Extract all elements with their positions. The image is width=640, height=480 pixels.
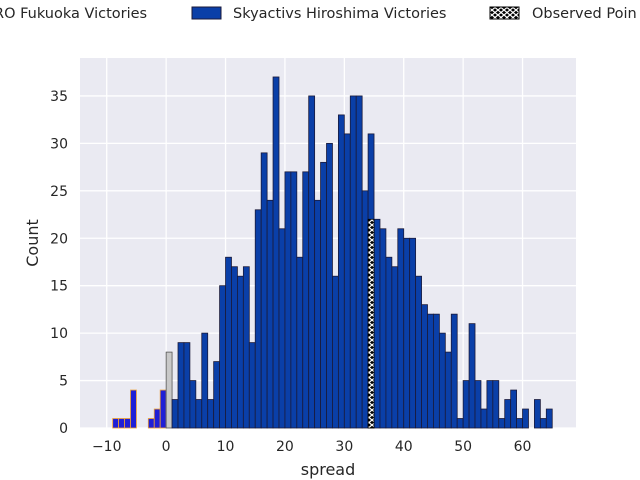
x-tick-label: 10: [217, 439, 235, 455]
bar-skyactivs-hiroshima-victories: [207, 399, 215, 429]
x-tick-label: 50: [454, 439, 472, 455]
y-tick-label: 0: [59, 421, 68, 437]
bar-skyactivs-hiroshima-victories: [337, 114, 345, 429]
bar-skyactivs-hiroshima-victories: [403, 237, 411, 429]
bar-skyactivs-hiroshima-victories: [219, 285, 226, 429]
bar-skyactivs-hiroshima-victories: [438, 332, 446, 429]
bar-skyactivs-hiroshima-victories: [379, 228, 387, 429]
legend-swatch-observed: [489, 6, 520, 20]
bar-skyactivs-hiroshima-victories: [415, 275, 422, 429]
bar-skyactivs-hiroshima-victories: [195, 399, 203, 429]
bar-ero-fukuoka-victories: [147, 418, 155, 429]
x-axis-label: spread: [301, 460, 356, 479]
x-tick-label: 40: [395, 439, 413, 455]
bar-skyactivs-hiroshima-victories: [498, 418, 506, 429]
bar-skyactivs-hiroshima-victories: [355, 95, 363, 429]
y-tick-label: 10: [50, 326, 68, 342]
histogram-bars: [112, 76, 553, 429]
legend-label-fukuoka: RO Fukuoka Victories: [0, 6, 147, 22]
bar-skyactivs-hiroshima-victories: [343, 133, 351, 429]
bar-skyactivs-hiroshima-victories: [510, 389, 517, 429]
bar-skyactivs-hiroshima-victories: [326, 142, 333, 429]
y-tick-label: 5: [59, 374, 68, 390]
bar-skyactivs-hiroshima-victories: [183, 342, 191, 429]
bar-skyactivs-hiroshima-victories: [433, 313, 440, 429]
bar-skyactivs-hiroshima-victories: [248, 342, 256, 429]
bar-skyactivs-hiroshima-victories: [225, 256, 232, 429]
bar-skyactivs-hiroshima-victories: [284, 171, 292, 429]
x-tick-label: 0: [162, 439, 171, 455]
bar-skyactivs-hiroshima-victories: [468, 323, 476, 429]
y-tick-label: 20: [50, 231, 68, 247]
bar-ero-fukuoka-victories: [112, 418, 120, 429]
bar-skyactivs-hiroshima-victories: [308, 95, 316, 429]
bar-skyactivs-hiroshima-victories: [427, 313, 434, 429]
y-tick-labels: 0 5 10 15 20 25 30 35: [50, 89, 68, 437]
bar-skyactivs-hiroshima-victories: [397, 228, 405, 429]
bar-skyactivs-hiroshima-victories: [266, 199, 274, 429]
bar-skyactivs-hiroshima-victories: [177, 342, 185, 429]
y-tick-label: 15: [50, 279, 68, 295]
bar-skyactivs-hiroshima-victories: [332, 275, 339, 429]
legend-swatch-hiroshima: [191, 6, 222, 20]
bar-skyactivs-hiroshima-victories: [486, 380, 494, 429]
bar-skyactivs-hiroshima-victories: [444, 351, 452, 429]
bar-skyactivs-hiroshima-victories: [391, 266, 399, 429]
bar-skyactivs-hiroshima-victories: [516, 418, 523, 429]
bar-skyactivs-hiroshima-victories: [545, 408, 553, 429]
bar-ero-fukuoka-victories: [159, 389, 167, 429]
bar-skyactivs-hiroshima-victories: [539, 418, 547, 429]
bar-skyactivs-hiroshima-victories: [320, 161, 327, 429]
bar-ero-fukuoka-victories: [124, 418, 131, 429]
bar-skyactivs-hiroshima-victories: [522, 408, 529, 429]
y-axis-label: Count: [23, 219, 42, 267]
bar-skyactivs-hiroshima-victories: [260, 152, 268, 429]
bar-skyactivs-hiroshima-victories: [456, 418, 464, 429]
x-tick-label: 60: [514, 439, 532, 455]
legend: RO Fukuoka Victories Skyactivs Hiroshima…: [0, 6, 637, 22]
y-tick-label: 35: [50, 89, 68, 105]
bar-skyactivs-hiroshima-victories: [290, 171, 298, 429]
bar-skyactivs-hiroshima-victories: [361, 190, 369, 429]
bar-skyactivs-hiroshima-victories: [237, 275, 244, 429]
bar-skyactivs-hiroshima-victories: [349, 95, 357, 429]
bar-skyactivs-hiroshima-victories: [302, 171, 310, 429]
bar-skyactivs-hiroshima-victories: [534, 399, 541, 429]
bar-skyactivs-hiroshima-victories: [480, 408, 488, 429]
legend-label-hiroshima: Skyactivs Hiroshima Victories: [233, 6, 446, 22]
bar-skyactivs-hiroshima-victories: [385, 256, 393, 429]
bar-observed-point: [367, 218, 375, 429]
bar-skyactivs-hiroshima-victories: [213, 361, 220, 429]
x-tick-label: 30: [335, 439, 353, 455]
bar-skyactivs-hiroshima-victories: [171, 399, 179, 429]
bar-tie: [165, 351, 173, 429]
bar-skyactivs-hiroshima-victories: [462, 380, 470, 429]
bar-skyactivs-hiroshima-victories: [231, 266, 238, 429]
bar-skyactivs-hiroshima-victories: [296, 256, 304, 429]
bar-skyactivs-hiroshima-victories: [272, 76, 280, 429]
bar-skyactivs-hiroshima-victories: [201, 332, 209, 429]
bar-skyactivs-hiroshima-victories: [189, 380, 197, 429]
x-tick-label: 20: [276, 439, 294, 455]
bar-skyactivs-hiroshima-victories: [278, 228, 286, 429]
bar-skyactivs-hiroshima-victories: [474, 380, 482, 429]
bar-skyactivs-hiroshima-victories: [409, 237, 417, 429]
bar-skyactivs-hiroshima-victories: [242, 266, 250, 429]
y-tick-label: 25: [50, 184, 68, 200]
bar-skyactivs-hiroshima-victories: [450, 313, 458, 429]
legend-label-observed: Observed Poin: [532, 6, 637, 22]
bar-skyactivs-hiroshima-victories: [373, 218, 381, 429]
bar-skyactivs-hiroshima-victories: [314, 199, 321, 429]
x-tick-labels: −10 0 10 20 30 40 50 60: [92, 439, 531, 455]
bar-skyactivs-hiroshima-victories: [421, 304, 428, 429]
x-tick-label: −10: [92, 439, 122, 455]
bar-ero-fukuoka-victories: [118, 418, 125, 429]
bar-skyactivs-hiroshima-victories: [504, 399, 512, 429]
bar-skyactivs-hiroshima-victories: [492, 380, 500, 429]
y-tick-label: 30: [50, 136, 68, 152]
bar-ero-fukuoka-victories: [130, 389, 137, 429]
bar-skyactivs-hiroshima-victories: [254, 209, 262, 429]
bar-ero-fukuoka-victories: [153, 408, 161, 429]
